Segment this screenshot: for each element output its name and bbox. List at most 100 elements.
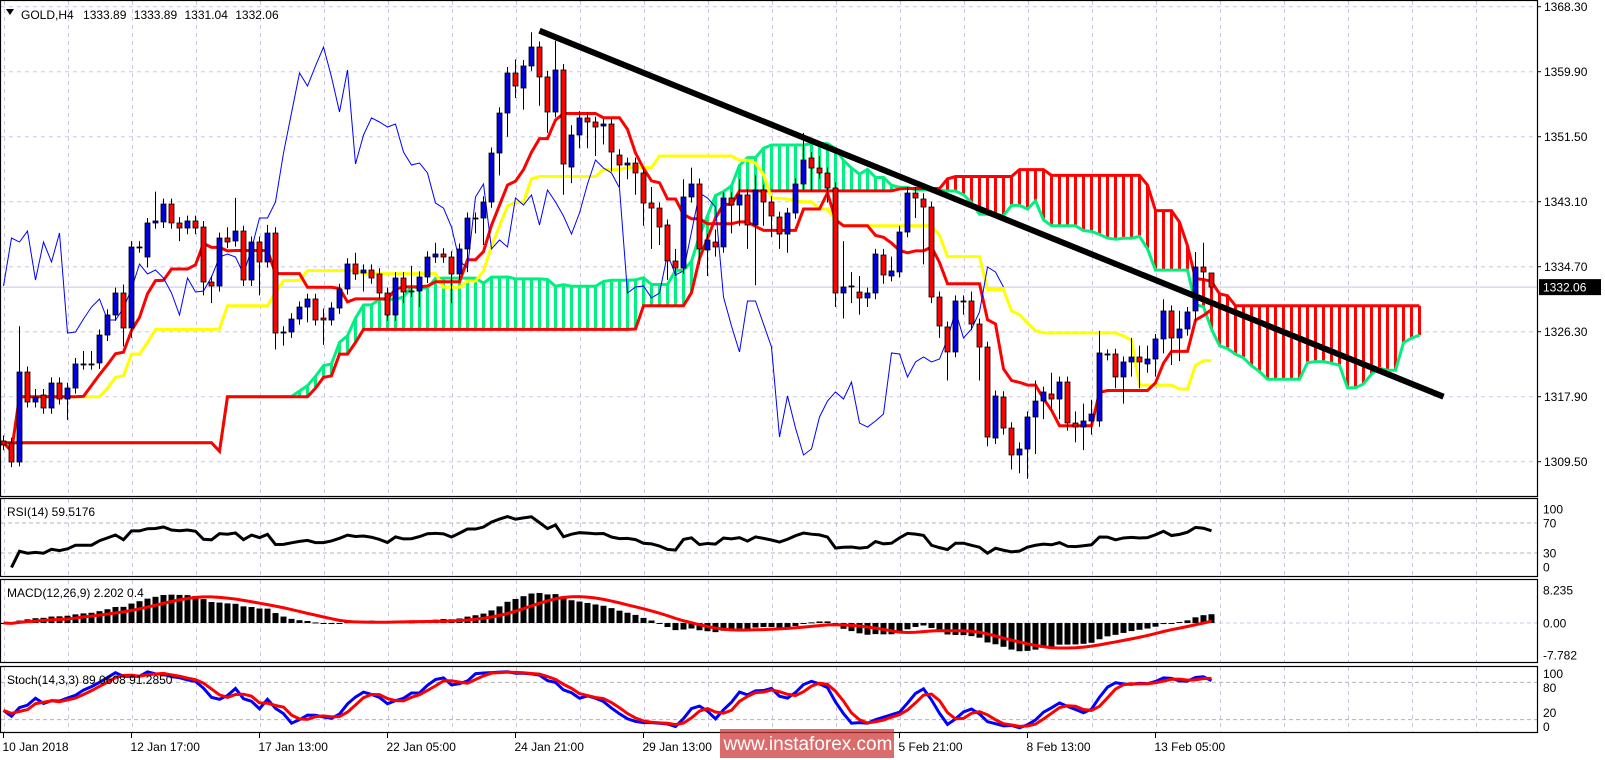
candle [512, 59, 519, 99]
candle-body [1136, 356, 1143, 363]
macd-histogram-bar [224, 603, 231, 623]
candle-body [1160, 310, 1167, 340]
candle [1096, 330, 1103, 427]
candle-body [568, 134, 575, 168]
candle-body [128, 246, 135, 329]
candle-body [848, 285, 855, 288]
candle-body [1088, 413, 1095, 422]
macd-histogram-bar [1152, 623, 1159, 627]
kijun-sen-line [2, 154, 1212, 455]
candle-body [912, 192, 919, 199]
macd-histogram-bar [1176, 621, 1183, 623]
low-value: 1331.04 [185, 8, 229, 22]
candles [1, 32, 1215, 479]
trendline[interactable] [538, 27, 1445, 400]
macd-histogram-bar [728, 623, 735, 630]
macd-histogram-bar [560, 598, 567, 623]
candle [880, 248, 887, 284]
price-panel[interactable] [1, 27, 1445, 479]
trendline-layer[interactable] [538, 27, 1445, 400]
macd-histogram-bar [784, 623, 791, 628]
candle [816, 156, 823, 179]
candle-body [1184, 311, 1191, 330]
candle-body [256, 241, 263, 263]
candle [80, 351, 87, 370]
candle [1120, 356, 1127, 404]
macd-histogram-bar [800, 623, 807, 624]
candle [320, 308, 327, 345]
candle-body [1056, 381, 1063, 400]
candle [16, 326, 23, 467]
candle-body [264, 232, 271, 263]
candle-body [984, 346, 991, 438]
candle-body [192, 220, 199, 229]
candle [936, 291, 943, 338]
candle-body [168, 203, 175, 224]
candle [1112, 348, 1119, 389]
candle [504, 67, 511, 137]
candle-body [480, 201, 487, 219]
candle [1088, 399, 1095, 435]
symbol: GOLD,H4 [21, 8, 74, 22]
current-price-box [1539, 279, 1601, 296]
candle [184, 215, 191, 235]
candle-body [464, 217, 471, 250]
macd-histogram-bar [824, 621, 831, 623]
macd-histogram-bar [88, 612, 95, 623]
rsi-panel [1, 514, 1537, 569]
candle-body [104, 314, 111, 336]
candle-body [592, 121, 599, 128]
candle [368, 264, 375, 284]
candle [672, 248, 679, 276]
macd-histogram-bar [952, 623, 959, 635]
candle-body [1208, 272, 1215, 288]
candle-body [768, 201, 775, 217]
candle-body [184, 220, 191, 229]
candle [608, 118, 615, 172]
macd-histogram-bar [528, 593, 535, 623]
candle [256, 236, 263, 296]
candle [704, 234, 711, 276]
macd-signal-line [3, 595, 1212, 650]
candle [40, 388, 47, 414]
candle [1040, 386, 1047, 420]
candle-body [1016, 448, 1023, 456]
candle [160, 198, 167, 229]
candle [376, 268, 383, 299]
open-value: 1333.89 [83, 8, 127, 22]
senkou-span-b-line [3, 168, 1420, 455]
macd-histogram-bar [760, 623, 767, 627]
candle [528, 32, 535, 71]
chikou-span-line [3, 45, 1004, 456]
candle [408, 265, 415, 297]
candle [712, 229, 719, 257]
candle-body [32, 396, 39, 403]
candle [1008, 422, 1015, 470]
macd-histogram-bar [184, 595, 191, 623]
time-axis-label: 17 Jan 13:00 [259, 740, 329, 754]
candle-body [976, 323, 983, 348]
candle-body [344, 263, 351, 290]
candle [784, 207, 791, 253]
candle [224, 227, 231, 249]
watermark-text: www.instaforex.com [723, 734, 893, 755]
macd-histogram-bar [312, 622, 319, 624]
stoch-signal-line [2, 670, 1212, 728]
macd-histogram-bar [664, 623, 671, 628]
watermark: www.instaforex.com [720, 729, 894, 758]
candle [752, 175, 759, 286]
candle-body [280, 331, 287, 334]
dropdown-triangle-icon[interactable] [6, 9, 14, 15]
candle [1136, 345, 1143, 389]
candle-body [856, 291, 863, 299]
stoch-label: Stoch(14,3,3) 89.0608 91.2850 [7, 673, 173, 687]
candle [360, 264, 367, 292]
macd-histogram-bar [1160, 623, 1167, 625]
candle-body [48, 382, 55, 409]
candle-body [904, 192, 911, 233]
macd-histogram-bar [976, 623, 983, 638]
macd-histogram-bar [136, 601, 143, 623]
macd-histogram-bar [304, 620, 311, 623]
